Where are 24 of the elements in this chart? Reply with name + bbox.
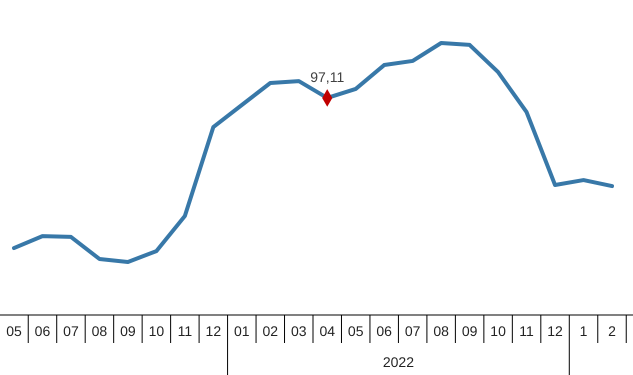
x-tick-label: 10 bbox=[490, 323, 506, 339]
x-tick-label: 2 bbox=[608, 323, 616, 339]
x-tick-label: 12 bbox=[206, 323, 222, 339]
x-tick-label: 09 bbox=[462, 323, 478, 339]
x-tick-label: 01 bbox=[234, 323, 250, 339]
x-tick-label: 08 bbox=[92, 323, 108, 339]
x-tick-label: 03 bbox=[290, 323, 307, 339]
x-tick-label: 07 bbox=[404, 323, 421, 339]
x-tick-label: 04 bbox=[319, 323, 336, 339]
x-tick-label: 02 bbox=[262, 323, 278, 339]
x-tick-label: 06 bbox=[34, 323, 50, 339]
x-tick-label: 09 bbox=[120, 323, 136, 339]
annotation: 97,11 bbox=[310, 68, 344, 85]
x-tick-label: 10 bbox=[148, 323, 164, 339]
text: 2022 bbox=[382, 354, 414, 370]
x-tick-label: 11 bbox=[178, 323, 192, 339]
x-tick-label: 05 bbox=[348, 323, 364, 339]
x-tick-label: 1 bbox=[580, 323, 588, 339]
x-tick-label: 07 bbox=[63, 323, 79, 339]
x-tick-label: 05 bbox=[6, 323, 22, 339]
x-tick-label: 08 bbox=[433, 323, 450, 339]
x-tick-label: 12 bbox=[547, 323, 564, 339]
x-tick-label: 11 bbox=[519, 323, 534, 339]
x-tick-label: 06 bbox=[376, 323, 392, 339]
